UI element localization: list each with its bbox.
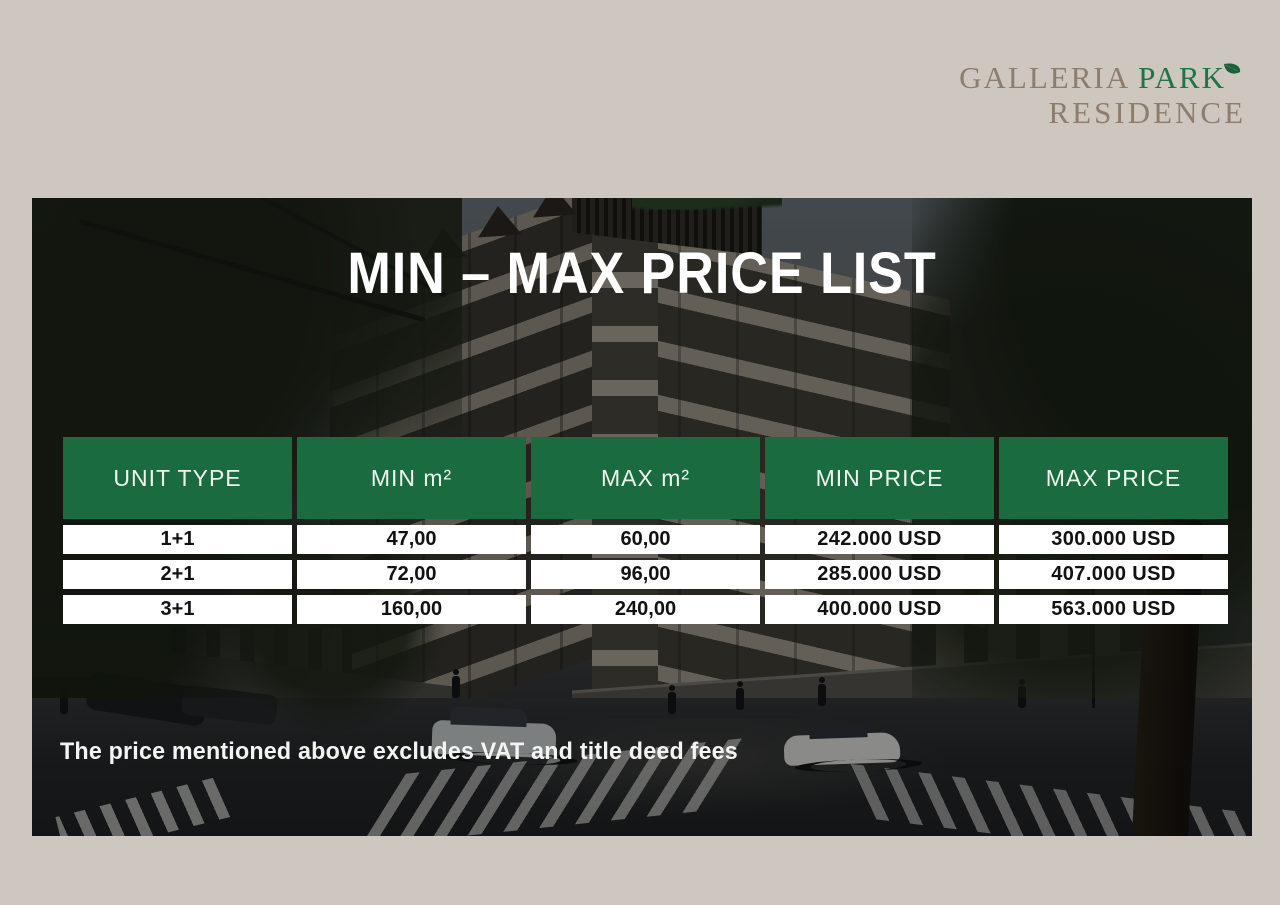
price-table: UNIT TYPE MIN m² MAX m² MIN PRICE MAX PR… (63, 437, 1228, 624)
column-header-min-price: MIN PRICE (765, 437, 994, 519)
brand-galleria: GALLERIA (959, 60, 1129, 95)
cell-max-price: 300.000 USD (999, 525, 1228, 554)
cell-max-price: 407.000 USD (999, 560, 1228, 589)
roof-greenery (632, 198, 782, 210)
page-title: MIN – MAX PRICE LIST (347, 241, 937, 306)
cell-max-price: 563.000 USD (999, 595, 1228, 624)
cell-max-m2: 60,00 (531, 525, 760, 554)
cell-unit-type: 2+1 (63, 560, 292, 589)
cell-unit-type: 1+1 (63, 525, 292, 554)
hero-photo: MIN – MAX PRICE LIST UNIT TYPE MIN m² MA… (32, 198, 1252, 836)
cell-max-m2: 240,00 (531, 595, 760, 624)
pedestrian (736, 681, 744, 710)
cell-min-price: 242.000 USD (765, 525, 994, 554)
column-header-min-m2: MIN m² (297, 437, 526, 519)
pedestrian (818, 677, 826, 706)
price-disclaimer: The price mentioned above excludes VAT a… (60, 738, 738, 765)
column-header-unit-type: UNIT TYPE (63, 437, 292, 519)
brand-line-1: GALLERIA PARK (926, 60, 1246, 95)
brand-park: PARK (1138, 60, 1226, 95)
leaf-icon (1222, 52, 1242, 85)
brand-logo: GALLERIA PARK RESIDENCE (926, 60, 1246, 130)
cell-max-m2: 96,00 (531, 560, 760, 589)
pedestrian (668, 685, 676, 714)
column-header-max-m2: MAX m² (531, 437, 760, 519)
brand-residence: RESIDENCE (1048, 94, 1246, 130)
cell-min-m2: 160,00 (297, 595, 526, 624)
cell-min-m2: 47,00 (297, 525, 526, 554)
cell-min-price: 400.000 USD (765, 595, 994, 624)
cell-unit-type: 3+1 (63, 595, 292, 624)
column-header-max-price: MAX PRICE (999, 437, 1228, 519)
cell-min-m2: 72,00 (297, 560, 526, 589)
cell-min-price: 285.000 USD (765, 560, 994, 589)
